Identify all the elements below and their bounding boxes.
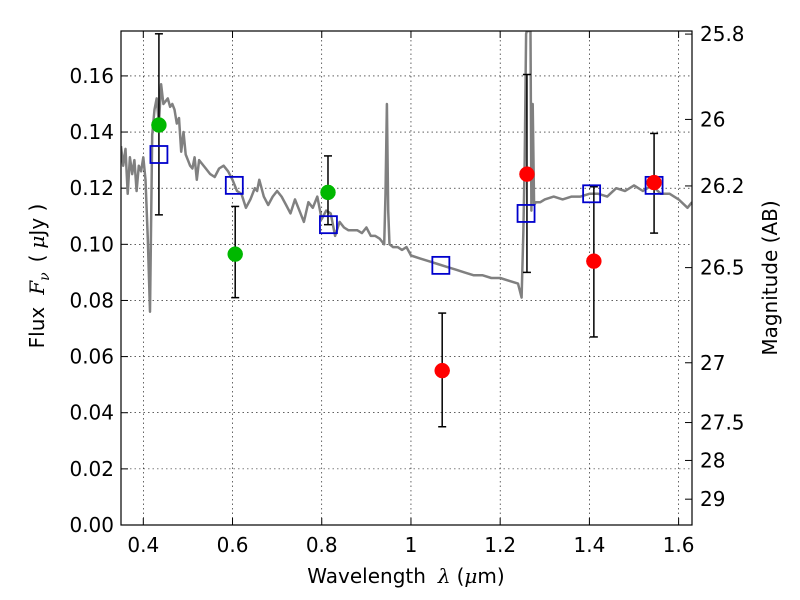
model-photometry-square xyxy=(149,145,169,164)
y-axis-label: FluxFν(μJy ) xyxy=(25,204,53,349)
model-photometry-square xyxy=(319,215,338,235)
model-photometry-square xyxy=(516,204,536,223)
detection-point xyxy=(151,117,167,133)
detection-point xyxy=(227,246,243,262)
y-tick-label: 0.00 xyxy=(69,513,114,537)
y-tick-label: 0.14 xyxy=(69,120,114,144)
y-tick-label: 0.10 xyxy=(69,232,114,256)
x-tick-label: 1 xyxy=(405,533,418,557)
y-tick-label: 0.06 xyxy=(69,345,114,369)
y2-tick-label: 29 xyxy=(700,487,725,511)
x-tick-label: 0.8 xyxy=(306,533,338,557)
y2-tick-label: 26 xyxy=(700,107,725,131)
low-sig-point xyxy=(646,174,662,191)
y2-tick-label: 26.2 xyxy=(700,174,745,198)
y2-axis-label: Magnitude (AB) xyxy=(758,200,782,355)
y2-tick-label: 27.5 xyxy=(700,411,745,435)
y-tick-label: 0.16 xyxy=(69,64,114,88)
x-axis-label: Wavelength λ (μm) xyxy=(307,564,504,588)
model-sed-series xyxy=(121,31,692,313)
model-photometry-square xyxy=(224,175,244,195)
x-tick-label: 0.6 xyxy=(217,533,249,557)
error-bars xyxy=(154,33,659,428)
detection-point xyxy=(320,184,336,201)
y2-tick-label: 28 xyxy=(700,448,725,472)
x-tick-label: 1.4 xyxy=(573,533,605,557)
x-tick-label: 0.4 xyxy=(127,533,159,557)
model-photometry-square xyxy=(431,255,451,275)
low-sig-point xyxy=(434,362,450,379)
y2-tick-label: 25.8 xyxy=(700,22,745,46)
data-markers xyxy=(149,117,664,379)
axis-ticks: 0.4 0.6 0.8 1 1.2 1.4 1.6 0.00 0.02 0.04 0.06 0.08 0… xyxy=(69,22,744,557)
y-tick-label: 0.08 xyxy=(69,288,114,312)
low-sig-point xyxy=(519,166,535,182)
low-sig-point xyxy=(586,253,602,269)
y-tick-label: 0.12 xyxy=(69,176,114,200)
model-sed-line xyxy=(121,31,692,313)
y-tick-label: 0.02 xyxy=(69,457,114,481)
x-tick-label: 1.6 xyxy=(663,533,695,557)
grid-lines xyxy=(121,31,692,525)
plot-frame xyxy=(120,30,693,526)
x-tick-label: 1.2 xyxy=(484,533,516,557)
y2-tick-label: 27 xyxy=(700,351,725,375)
model-photometry-square xyxy=(582,184,602,204)
y-tick-label: 0.04 xyxy=(69,401,114,425)
y2-tick-label: 26.5 xyxy=(700,256,745,280)
